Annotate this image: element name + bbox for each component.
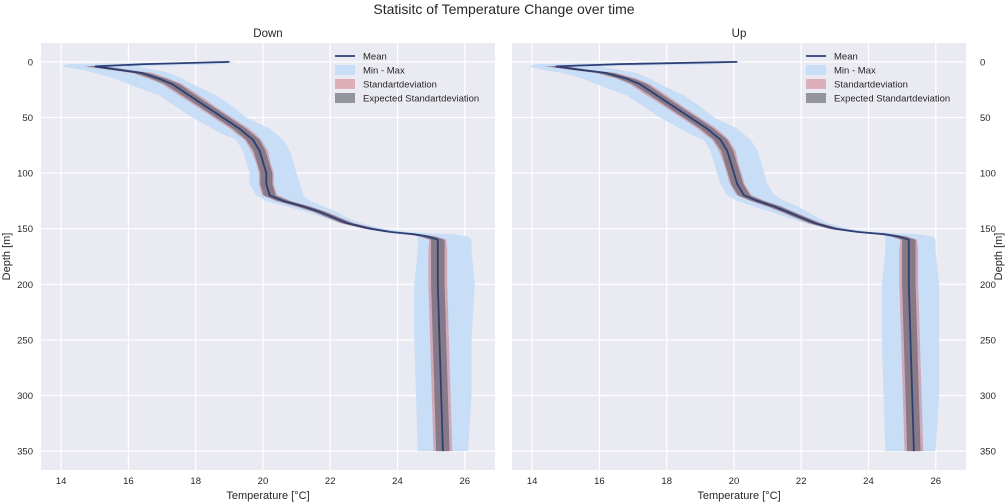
legend-label: Mean bbox=[834, 52, 858, 63]
legend-swatch-expected_std bbox=[806, 93, 826, 103]
panel-down: 14 16 18 20 22 24 26 0 50 100 150 200 250 300 350 Down T… bbox=[1, 28, 495, 502]
legend-swatch-std bbox=[335, 79, 355, 89]
figure-suptitle: Statisitc of Temperature Change over tim… bbox=[373, 1, 634, 17]
legend-label: Standartdeviation bbox=[363, 80, 437, 91]
y-tick-label: 350 bbox=[980, 447, 996, 458]
legend-label: Min - Max bbox=[834, 66, 876, 77]
y-tick-label: 300 bbox=[980, 391, 996, 402]
x-tick-label: 18 bbox=[661, 476, 672, 487]
mean-line bbox=[94, 61, 444, 452]
mean-line bbox=[555, 61, 915, 452]
x-tick-label: 20 bbox=[258, 476, 269, 487]
legend-swatch-minmax bbox=[335, 65, 355, 75]
x-tick-label: 16 bbox=[594, 476, 605, 487]
legend-swatch-minmax bbox=[806, 65, 826, 75]
x-tick-label: 22 bbox=[796, 476, 807, 487]
y-tick-label: 100 bbox=[17, 169, 33, 180]
legend-swatch-std bbox=[806, 79, 826, 89]
legend-label: Standartdeviation bbox=[834, 80, 908, 91]
x-tick-label: 16 bbox=[123, 476, 134, 487]
x-tick-label: 26 bbox=[459, 476, 470, 487]
x-tick-label: 14 bbox=[56, 476, 67, 487]
y-tick-label: 200 bbox=[980, 280, 996, 291]
y-tick-label: 50 bbox=[980, 113, 991, 124]
x-tick-label: 22 bbox=[325, 476, 336, 487]
minmax-band bbox=[528, 61, 940, 452]
y-axis-label: Depth [m] bbox=[993, 233, 1005, 281]
y-axis-label: Depth [m] bbox=[1, 233, 13, 281]
x-axis-label: Temperature [°C] bbox=[226, 490, 309, 502]
x-tick-label: 18 bbox=[190, 476, 201, 487]
x-tick-label: 14 bbox=[527, 476, 538, 487]
y-tick-label: 100 bbox=[980, 169, 996, 180]
y-tick-label: 300 bbox=[17, 391, 33, 402]
y-tick-label: 50 bbox=[22, 113, 33, 124]
panel-up: 14 16 18 20 22 24 26 0 50 100 150 200 250 300 350 Up Tem… bbox=[512, 28, 1005, 502]
y-tick-label: 150 bbox=[980, 224, 996, 235]
legend-label: Expected Standartdeviation bbox=[834, 94, 950, 105]
x-tick-label: 24 bbox=[863, 476, 874, 487]
legend-label: Min - Max bbox=[363, 66, 405, 77]
y-tick-label: 200 bbox=[17, 280, 33, 291]
y-tick-label: 150 bbox=[17, 224, 33, 235]
axes-title: Up bbox=[732, 28, 747, 40]
y-tick-label: 350 bbox=[17, 447, 33, 458]
y-tick-label: 250 bbox=[17, 335, 33, 346]
x-tick-label: 20 bbox=[729, 476, 740, 487]
x-tick-label: 26 bbox=[930, 476, 941, 487]
x-axis-label: Temperature [°C] bbox=[697, 490, 780, 502]
legend-swatch-expected_std bbox=[335, 93, 355, 103]
y-tick-label: 250 bbox=[980, 335, 996, 346]
y-tick-label: 0 bbox=[980, 57, 985, 68]
legend-label: Expected Standartdeviation bbox=[363, 94, 479, 105]
y-tick-label: 0 bbox=[28, 57, 33, 68]
x-tick-label: 24 bbox=[392, 476, 403, 487]
legend-label: Mean bbox=[363, 52, 387, 63]
axes-title: Down bbox=[253, 28, 282, 40]
